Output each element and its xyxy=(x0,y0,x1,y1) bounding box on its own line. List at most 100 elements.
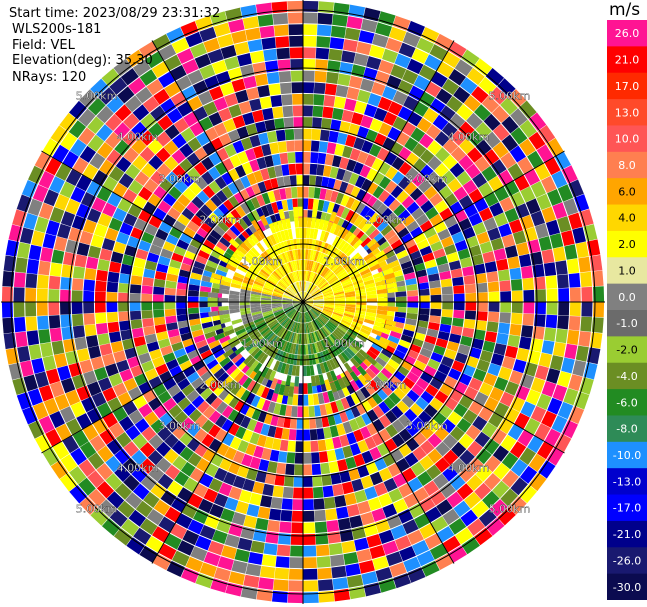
ppi-gate-cell xyxy=(123,441,139,457)
ppi-gate-cell xyxy=(285,375,292,386)
ppi-gate-cell xyxy=(476,231,490,245)
ppi-gate-cell xyxy=(215,269,227,277)
ppi-gate-cell xyxy=(363,67,378,81)
ppi-gate-cell xyxy=(278,208,286,220)
ppi-gate-cell xyxy=(147,138,163,155)
ppi-gate-cell xyxy=(407,529,424,545)
ppi-gate-cell xyxy=(428,322,440,331)
ppi-gate-cell xyxy=(283,305,293,310)
ppi-gate-cell xyxy=(423,480,439,496)
ppi-gate-cell xyxy=(269,508,282,521)
ppi-gate-cell xyxy=(146,341,160,352)
range-ring-label: 3.00km xyxy=(158,172,200,185)
ppi-gate-cell xyxy=(442,138,459,154)
ppi-gate-cell xyxy=(304,312,307,323)
ppi-gate-cell xyxy=(476,311,488,321)
ppi-gate-cell xyxy=(580,316,593,332)
ppi-gate-cell xyxy=(51,249,65,264)
ppi-gate-cell xyxy=(535,365,549,381)
ppi-gate-cell xyxy=(403,493,419,508)
ppi-gate-cell xyxy=(487,281,500,292)
ppi-gate-cell xyxy=(249,233,259,244)
ppi-gate-cell xyxy=(361,221,373,233)
ppi-gate-cell xyxy=(258,459,270,472)
ppi-gate-cell xyxy=(181,384,195,397)
ppi-gate-cell xyxy=(294,311,300,322)
ppi-gate-cell xyxy=(217,372,230,384)
ppi-gate-cell xyxy=(541,206,557,223)
ppi-gate-cell xyxy=(182,187,197,201)
ppi-gate-cell xyxy=(168,404,183,418)
ppi-gate-cell xyxy=(472,172,488,188)
ppi-gate-cell xyxy=(250,291,262,296)
ppi-gate-cell xyxy=(282,329,289,340)
ppi-gate-cell xyxy=(322,290,333,296)
ppi-gate-cell xyxy=(501,116,519,134)
ppi-gate-cell xyxy=(366,290,377,296)
ppi-gate-cell xyxy=(21,180,38,198)
ppi-gate-cell xyxy=(390,405,404,419)
ppi-gate-cell xyxy=(468,377,483,391)
ppi-gate-cell xyxy=(313,295,324,300)
ppi-gate-cell xyxy=(362,275,374,283)
ppi-gate-cell xyxy=(158,221,173,234)
ppi-gate-cell xyxy=(330,401,339,414)
ppi-gate-cell xyxy=(106,312,119,323)
ppi-gate-cell xyxy=(307,198,314,210)
ppi-gate-cell xyxy=(330,554,345,567)
ppi-gate-cell xyxy=(52,144,69,163)
ppi-gate-cell xyxy=(313,294,323,299)
ppi-gate-cell xyxy=(387,358,400,370)
ppi-gate-cell xyxy=(383,397,396,410)
ppi-gate-cell xyxy=(329,370,338,382)
ppi-gate-cell xyxy=(263,311,274,318)
ppi-gate-cell xyxy=(251,288,262,294)
ppi-gate-cell xyxy=(319,230,326,242)
ppi-gate-cell xyxy=(333,310,344,315)
ppi-gate-cell xyxy=(199,26,217,42)
ppi-gate-cell xyxy=(228,19,245,33)
ppi-gate-cell xyxy=(249,492,262,506)
ppi-gate-cell xyxy=(218,254,230,264)
ppi-gate-cell xyxy=(221,376,234,388)
ppi-gate-cell xyxy=(245,252,256,262)
ppi-gate-cell xyxy=(261,399,271,412)
range-ring-label: 2.00km xyxy=(199,379,241,392)
ppi-gate-cell xyxy=(235,89,249,104)
ppi-gate-cell xyxy=(256,321,267,329)
ppi-gate-cell xyxy=(433,345,446,356)
ppi-gate-cell xyxy=(359,426,372,439)
ppi-gate-cell xyxy=(239,489,252,504)
ppi-gate-cell xyxy=(251,219,261,231)
ppi-gate-cell xyxy=(266,71,280,84)
ppi-gate-cell xyxy=(117,198,132,213)
ppi-gate-cell xyxy=(257,85,270,98)
ppi-gate-cell xyxy=(500,302,512,313)
ppi-gate-cell xyxy=(280,265,287,276)
ppi-gate-cell xyxy=(231,560,248,574)
ppi-gate-cell xyxy=(579,209,594,227)
ppi-gate-cell xyxy=(124,245,138,257)
ppi-gate-cell xyxy=(237,537,253,551)
ppi-gate-cell xyxy=(32,184,49,203)
ppi-gate-cell xyxy=(424,259,437,269)
ppi-gate-cell xyxy=(313,297,324,301)
ppi-gate-cell xyxy=(372,216,385,228)
ppi-gate-cell xyxy=(228,396,240,409)
ppi-gate-cell xyxy=(406,284,418,291)
ppi-gate-cell xyxy=(42,355,57,371)
ppi-gate-cell xyxy=(297,394,303,406)
ppi-gate-cell xyxy=(318,279,327,288)
ppi-gate-cell xyxy=(122,401,138,416)
ppi-gate-cell xyxy=(274,165,283,177)
ppi-gate-cell xyxy=(139,545,158,563)
ppi-gate-cell xyxy=(262,328,272,338)
ppi-gate-cell xyxy=(163,377,177,391)
ppi-gate-cell xyxy=(235,426,247,440)
ppi-gate-cell xyxy=(303,406,309,418)
ppi-gate-cell xyxy=(157,390,172,404)
ppi-gate-cell xyxy=(314,405,321,417)
ppi-gate-cell xyxy=(361,271,373,279)
ppi-gate-cell xyxy=(332,284,343,291)
ppi-gate-cell xyxy=(282,302,293,305)
